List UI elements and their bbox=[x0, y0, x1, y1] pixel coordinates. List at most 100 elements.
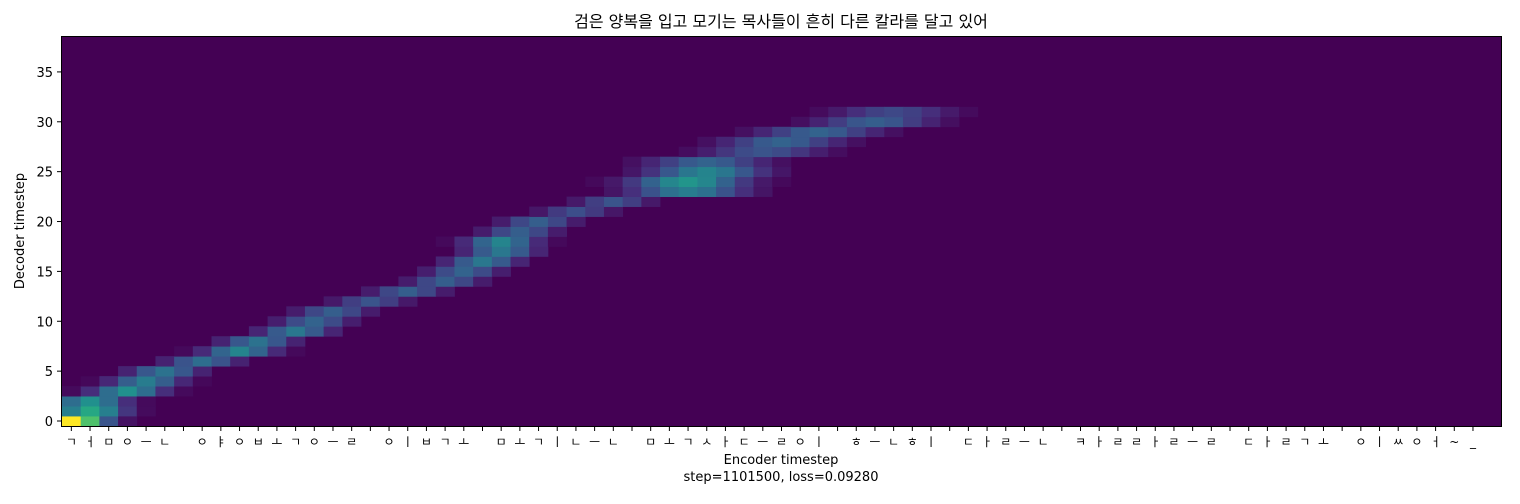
heatmap-cell bbox=[510, 236, 530, 247]
heatmap-cell bbox=[248, 336, 268, 347]
heatmap-cell bbox=[566, 216, 586, 227]
heatmap-cell bbox=[790, 116, 810, 128]
heatmap-cell bbox=[865, 116, 885, 128]
heatmap-cell bbox=[99, 376, 119, 387]
x-tick-label: ㅇ bbox=[384, 435, 395, 449]
heatmap-cell bbox=[641, 176, 661, 188]
heatmap-cell bbox=[809, 106, 829, 118]
x-tick-label: ㄹ bbox=[1112, 435, 1123, 449]
heatmap-cell bbox=[192, 356, 212, 367]
heatmap-cell bbox=[99, 416, 119, 427]
heatmap-cell bbox=[510, 256, 530, 267]
heatmap-cell bbox=[678, 166, 698, 178]
heatmap-cell bbox=[809, 136, 829, 148]
heatmap-cell bbox=[585, 206, 605, 217]
heatmap-cell bbox=[510, 246, 530, 257]
chart-footer: step=1101500, loss=0.09280 bbox=[684, 470, 879, 485]
heatmap-cell bbox=[734, 156, 754, 168]
y-tick-label: 15 bbox=[36, 265, 53, 280]
heatmap-cell bbox=[342, 296, 362, 307]
heatmap-cell bbox=[940, 106, 960, 118]
x-tick-label: ㅡ bbox=[589, 435, 600, 449]
heatmap-cell bbox=[192, 346, 212, 357]
heatmap-cell bbox=[80, 396, 100, 407]
y-tick-label: 35 bbox=[36, 66, 53, 81]
x-tick-label: ㅣ bbox=[552, 435, 563, 449]
heatmap-cell bbox=[361, 286, 381, 297]
heatmap-cell bbox=[790, 126, 810, 138]
heatmap-cell bbox=[716, 176, 736, 188]
heatmap-cell bbox=[267, 336, 287, 347]
heatmap-cell bbox=[491, 216, 511, 227]
heatmap-cell bbox=[641, 186, 661, 197]
heatmap-cell bbox=[136, 376, 156, 387]
heatmap-cell bbox=[136, 396, 156, 407]
heatmap-cell bbox=[865, 126, 885, 138]
heatmap-cell bbox=[267, 326, 287, 337]
x-tick-label: ㄹ bbox=[1000, 435, 1011, 449]
heatmap-cell bbox=[491, 266, 511, 277]
heatmap-cell bbox=[622, 156, 642, 168]
heatmap-cell bbox=[940, 116, 960, 128]
x-tick-label: ㅣ bbox=[813, 435, 824, 449]
heatmap-cell bbox=[454, 266, 474, 277]
x-tick-label: ㅏ bbox=[982, 435, 993, 449]
x-tick-label: ㅗ bbox=[1318, 435, 1329, 449]
heatmap-cell bbox=[118, 366, 138, 377]
heatmap-cell bbox=[267, 346, 287, 357]
heatmap-cell bbox=[529, 236, 549, 247]
heatmap-cell bbox=[660, 166, 680, 178]
heatmap-cell bbox=[454, 256, 474, 267]
heatmap-cell bbox=[697, 136, 717, 148]
heatmap-cell bbox=[716, 156, 736, 168]
heatmap-cell bbox=[398, 276, 418, 287]
heatmap-cell bbox=[884, 106, 904, 118]
heatmap-cell bbox=[753, 146, 773, 158]
heatmap-cell bbox=[118, 376, 138, 387]
x-tick-label: ㅇ bbox=[1411, 435, 1422, 449]
x-tick-label: ㄴ bbox=[570, 435, 581, 449]
heatmap-cell bbox=[417, 276, 437, 287]
x-tick-label: ㄱ bbox=[440, 435, 451, 449]
heatmap-cell bbox=[716, 166, 736, 178]
heatmap-cell bbox=[753, 126, 773, 138]
heatmap-cell bbox=[323, 296, 343, 307]
heatmap-cell bbox=[734, 166, 754, 178]
heatmap-cell bbox=[641, 196, 661, 207]
x-tick-label: ㅏ bbox=[720, 435, 731, 449]
heatmap-cell bbox=[80, 376, 100, 387]
y-tick-label: 5 bbox=[45, 365, 53, 380]
x-tick-label: ㅡ bbox=[1019, 435, 1030, 449]
heatmap-cell bbox=[697, 146, 717, 158]
heatmap-cell bbox=[547, 216, 567, 227]
heatmap-cell bbox=[136, 386, 156, 397]
x-tick-label: ㄴ bbox=[159, 435, 170, 449]
y-tick-label: 30 bbox=[36, 116, 53, 131]
heatmap-cell bbox=[566, 206, 586, 217]
heatmap-cell bbox=[379, 296, 399, 307]
y-tick-label: 25 bbox=[36, 166, 53, 181]
heatmap-cell bbox=[267, 316, 287, 327]
heatmap-cell bbox=[772, 136, 792, 148]
heatmap-cell bbox=[192, 376, 212, 387]
heatmap-cell bbox=[361, 296, 381, 307]
heatmap-cell bbox=[286, 306, 306, 317]
heatmap-cell bbox=[491, 246, 511, 257]
heatmap-cell bbox=[641, 166, 661, 178]
x-tick-label: ㄹ bbox=[346, 435, 357, 449]
heatmap-cell bbox=[454, 246, 474, 257]
heatmap-cell bbox=[435, 236, 455, 247]
x-tick-label: ㄹ bbox=[1131, 435, 1142, 449]
heatmap-cell bbox=[734, 176, 754, 188]
heatmap-cell bbox=[809, 116, 829, 128]
x-tick-label: ㅏ bbox=[1094, 435, 1105, 449]
heatmap-cell bbox=[753, 156, 773, 168]
heatmap-cell bbox=[417, 266, 437, 277]
heatmap-cell bbox=[828, 116, 848, 128]
x-tick-label: ㄴ bbox=[608, 435, 619, 449]
y-axis-label: Decoder timestep bbox=[13, 173, 28, 289]
x-tick-label: ㅎ bbox=[851, 435, 862, 449]
x-tick-label: ㅅ bbox=[701, 435, 712, 449]
heatmap-cell bbox=[660, 186, 680, 197]
heatmap-cell bbox=[99, 406, 119, 417]
